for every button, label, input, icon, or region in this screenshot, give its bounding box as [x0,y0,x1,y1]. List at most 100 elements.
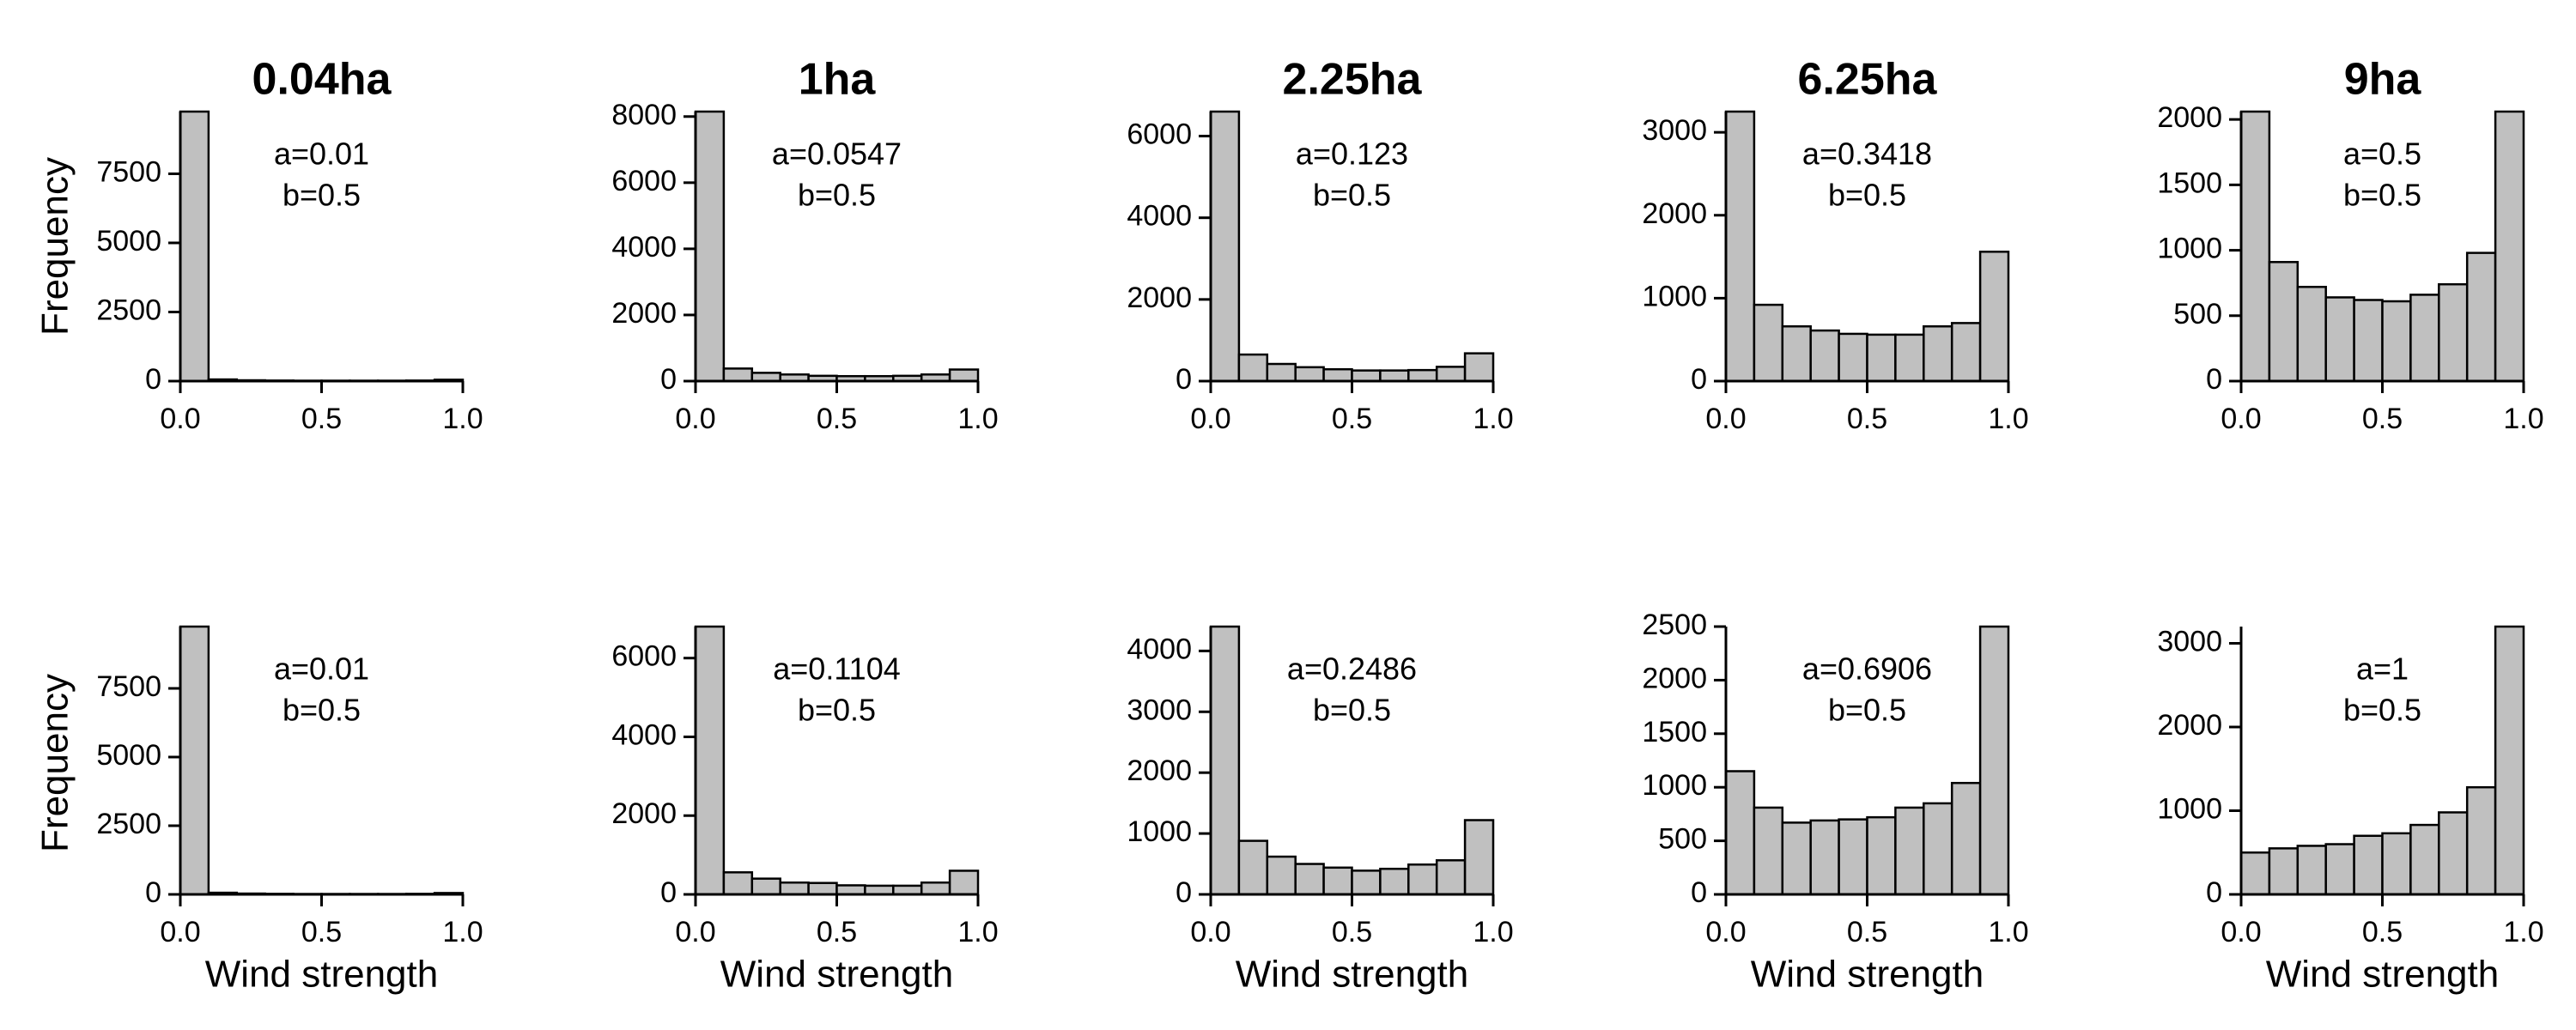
bar [948,869,980,896]
y-tick-label: 4000 [611,231,677,264]
x-tick-label: 1.0 [442,916,483,948]
y-tick-label: 5000 [96,225,161,258]
x-tick-label: 1.0 [957,403,998,435]
x-tick-label: 0.5 [2362,403,2403,435]
bar [1781,821,1812,896]
annotation: a=1 [2356,651,2409,687]
bar [920,881,951,896]
y-tick-label: 8000 [611,99,677,131]
x-tick-label: 0.0 [675,916,715,948]
bar [1950,322,1982,383]
y-tick-label: 2000 [1642,197,1707,230]
panel: 0.0 0.5 1.0 0 2500 5000 7500 a=0.01 b=0.5 Wind st… [34,625,483,996]
bar [2296,286,2327,383]
bar [1463,352,1495,383]
panel: 0.0 0.5 1.0 0 1000 2000 3000 a=1 b=0.5 Wind stren… [2157,625,2543,995]
bar [1781,324,1812,383]
bar [2268,261,2300,383]
x-tick-label: 1.0 [442,403,483,435]
y-tick-label: 3000 [2157,625,2222,657]
bar [2494,110,2525,383]
bar [1753,303,1784,383]
y-tick-label: 1000 [2157,233,2222,265]
bar [1266,362,1297,383]
y-tick-label: 0 [1691,876,1707,909]
x-tick-label: 0.5 [817,403,857,435]
y-tick-label: 2000 [2157,101,2222,134]
bar [2381,832,2412,896]
y-tick-label: 6000 [611,165,677,197]
y-tick-label: 2000 [1127,754,1192,787]
annotation: b=0.5 [1313,178,1391,213]
bar [1237,353,1269,383]
bar [1435,859,1467,896]
panel-title: 2.25ha [1283,55,1423,105]
bar [2381,300,2412,383]
y-tick-label: 2000 [611,297,677,330]
bar [722,871,754,896]
panel-title: 6.25ha [1798,55,1938,105]
panel-title: 0.04ha [252,55,392,105]
x-tick-label: 0.5 [301,916,342,948]
panel: 0.0 0.5 1.0 0 500 1000 1500 2000 2500 a=0.6906 b=0… [1642,609,2028,996]
bar [864,884,895,896]
annotation: b=0.5 [283,693,361,728]
annotation: a=0.01 [274,136,369,172]
bar [948,368,980,383]
bar [2409,823,2440,896]
y-tick-label: 1500 [1642,716,1707,748]
y-tick-label: 1000 [1642,280,1707,312]
x-axis-label: Wind strength [1236,954,1468,996]
x-tick-label: 1.0 [1988,403,2028,435]
bar [1237,839,1269,896]
y-tick-label: 0 [2206,876,2222,909]
bar [807,882,838,896]
x-tick-label: 0.0 [1190,403,1230,435]
bar [1838,332,1868,383]
y-tick-label: 0 [2206,363,2222,396]
x-tick-label: 1.0 [2503,916,2543,948]
annotation: b=0.5 [1828,178,1906,213]
bar [694,110,726,383]
y-tick-label: 1000 [1642,769,1707,802]
bar [179,110,210,383]
y-tick-label: 0 [660,876,677,909]
y-tick-label: 1000 [1127,815,1192,848]
x-tick-label: 0.5 [1847,916,1887,948]
bar [1894,806,1925,896]
x-tick-label: 1.0 [2503,403,2543,435]
x-tick-label: 1.0 [1473,916,1513,948]
bar [892,884,923,896]
bar [1294,863,1325,896]
y-axis-label: Frequency [34,157,76,336]
annotation: b=0.5 [2343,178,2421,213]
x-tick-label: 0.5 [2362,916,2403,948]
annotation: b=0.5 [2343,693,2421,728]
bar [2324,843,2355,896]
bar [2494,625,2525,896]
bar [1322,866,1353,896]
x-tick-label: 0.0 [2221,403,2261,435]
bar [1838,818,1868,896]
y-tick-label: 2000 [611,797,677,830]
annotation: b=0.5 [1313,693,1391,728]
panel: 0.0 0.5 1.0 0 2000 4000 6000 8000 1ha a=0.0547 b=0… [611,55,998,435]
bar [1923,802,1953,896]
annotation: a=0.0547 [772,136,902,172]
annotation: a=0.6906 [1802,651,1932,687]
y-tick-label: 4000 [1127,200,1192,233]
annotation: a=0.2486 [1287,651,1417,687]
bar [694,625,726,896]
y-tick-label: 1000 [2157,792,2222,825]
bar [835,884,866,896]
panel: 0.0 0.5 1.0 0 1000 2000 3000 4000 a=0.2486 b=0.5 W… [1127,625,1514,996]
y-tick-label: 2000 [2157,709,2222,742]
panel-title: 1ha [799,55,877,105]
x-tick-label: 1.0 [957,916,998,948]
x-tick-label: 0.0 [160,403,200,435]
panel-title: 9ha [2344,55,2422,105]
y-tick-label: 0 [660,363,677,396]
bar [1266,855,1297,896]
